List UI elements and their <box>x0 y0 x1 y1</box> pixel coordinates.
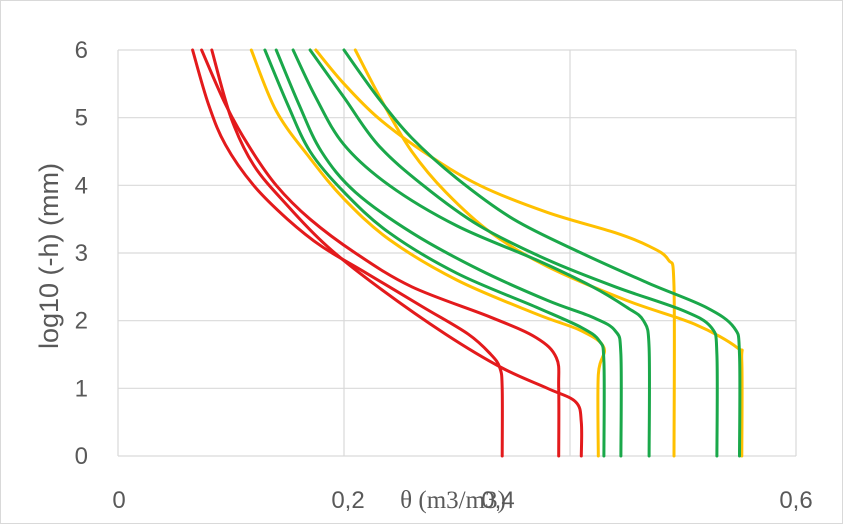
x-axis-label: θ (m3/m3) <box>400 487 506 514</box>
series-layer <box>191 48 744 458</box>
x-tick-label: 0,4 <box>481 487 514 514</box>
y-tick-label: 1 <box>75 375 88 402</box>
x-tick-label: 0,2 <box>331 487 364 514</box>
y-axis-label: log10 (-h) (mm) <box>34 163 64 349</box>
x-tick-label: 0,6 <box>779 487 812 514</box>
series-line-orange-5 <box>314 48 676 458</box>
series-line-red-3 <box>210 48 584 458</box>
series-line-orange-6 <box>353 48 744 458</box>
series-line-green-7 <box>263 48 606 458</box>
series-line-red-2 <box>200 48 561 458</box>
grid-layer <box>117 49 797 457</box>
y-tick-label: 0 <box>75 443 88 470</box>
y-tick-label: 6 <box>75 37 88 64</box>
tick-layer: 0 1 2 3 4 5 6 0 0,2 0,4 0,6 <box>75 37 813 514</box>
y-tick-label: 5 <box>75 105 88 132</box>
series-line-green-11 <box>342 48 742 458</box>
y-tick-label: 3 <box>75 240 88 267</box>
series-line-green-10 <box>308 48 719 458</box>
series-line-green-9 <box>291 48 651 458</box>
y-tick-label: 4 <box>75 172 88 199</box>
x-tick-label: 0 <box>112 487 125 514</box>
y-tick-label: 2 <box>75 308 88 335</box>
series-line-green-8 <box>274 48 623 458</box>
